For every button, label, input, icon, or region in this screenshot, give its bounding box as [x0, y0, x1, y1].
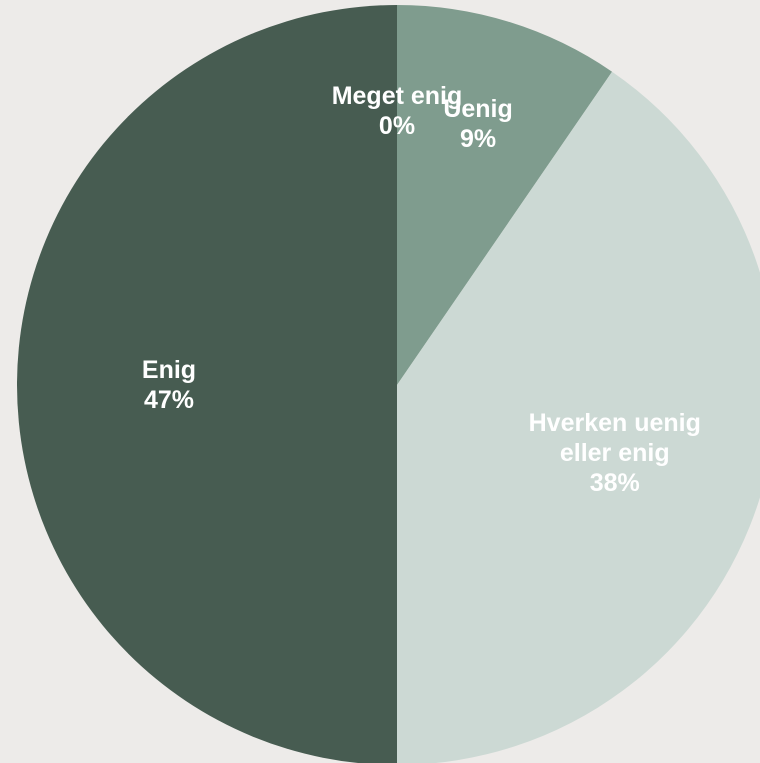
pie-slice	[397, 71, 760, 763]
slice-label: Hverken uenig eller enig 38%	[515, 408, 715, 498]
value-label: 9%	[459, 124, 497, 153]
category-label: Meget enig	[331, 82, 463, 111]
category-label: Uenig	[443, 94, 513, 123]
category-label: Enig	[141, 356, 197, 384]
value-label: 38%	[589, 468, 640, 497]
slice-label: Enig 47%	[59, 355, 279, 415]
value-label: 0%	[378, 112, 416, 141]
category-label: Hverken uenig eller enig	[528, 408, 701, 467]
slice-label: Meget enig 0%	[287, 81, 507, 141]
value-label: 47%	[143, 386, 195, 414]
pie-slice	[397, 5, 613, 385]
pie-slice	[17, 5, 397, 763]
slice-label: Uenig 9%	[368, 94, 588, 154]
